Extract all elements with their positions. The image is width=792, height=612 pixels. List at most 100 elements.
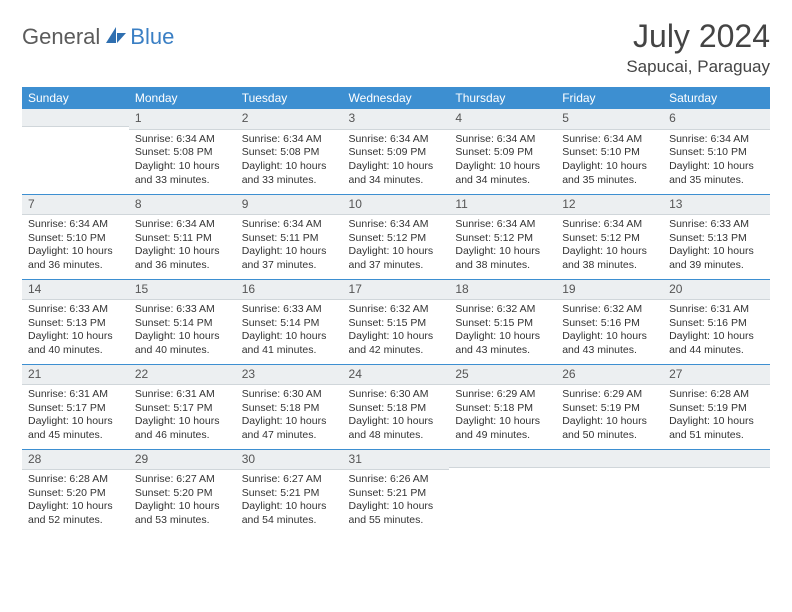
daylight-line: Daylight: 10 hours and 43 minutes. xyxy=(562,330,657,357)
sunset-line: Sunset: 5:17 PM xyxy=(135,402,230,416)
daylight-line: Daylight: 10 hours and 35 minutes. xyxy=(669,160,764,187)
day-details: Sunrise: 6:29 AMSunset: 5:19 PMDaylight:… xyxy=(556,385,663,447)
day-number: 19 xyxy=(556,280,663,301)
day-details: Sunrise: 6:31 AMSunset: 5:17 PMDaylight:… xyxy=(22,385,129,447)
sunrise-line: Sunrise: 6:26 AM xyxy=(349,473,444,487)
sunrise-line: Sunrise: 6:27 AM xyxy=(242,473,337,487)
calendar-cell xyxy=(449,449,556,534)
calendar-cell: 11Sunrise: 6:34 AMSunset: 5:12 PMDayligh… xyxy=(449,194,556,279)
calendar-cell: 28Sunrise: 6:28 AMSunset: 5:20 PMDayligh… xyxy=(22,449,129,534)
sunrise-line: Sunrise: 6:33 AM xyxy=(242,303,337,317)
day-number: 1 xyxy=(129,109,236,130)
sunset-line: Sunset: 5:10 PM xyxy=(28,232,123,246)
sunset-line: Sunset: 5:08 PM xyxy=(242,146,337,160)
daylight-line: Daylight: 10 hours and 42 minutes. xyxy=(349,330,444,357)
day-number: 14 xyxy=(22,280,129,301)
sunset-line: Sunset: 5:18 PM xyxy=(455,402,550,416)
calendar-cell: 8Sunrise: 6:34 AMSunset: 5:11 PMDaylight… xyxy=(129,194,236,279)
sunset-line: Sunset: 5:17 PM xyxy=(28,402,123,416)
sunset-line: Sunset: 5:21 PM xyxy=(349,487,444,501)
calendar-cell: 23Sunrise: 6:30 AMSunset: 5:18 PMDayligh… xyxy=(236,364,343,449)
daylight-line: Daylight: 10 hours and 40 minutes. xyxy=(135,330,230,357)
daylight-line: Daylight: 10 hours and 37 minutes. xyxy=(242,245,337,272)
sunset-line: Sunset: 5:09 PM xyxy=(349,146,444,160)
calendar-cell: 19Sunrise: 6:32 AMSunset: 5:16 PMDayligh… xyxy=(556,279,663,364)
sunset-line: Sunset: 5:13 PM xyxy=(28,317,123,331)
sunrise-line: Sunrise: 6:34 AM xyxy=(455,133,550,147)
calendar-cell xyxy=(663,449,770,534)
calendar-head: Sunday Monday Tuesday Wednesday Thursday… xyxy=(22,87,770,109)
sunset-line: Sunset: 5:10 PM xyxy=(669,146,764,160)
calendar-cell: 2Sunrise: 6:34 AMSunset: 5:08 PMDaylight… xyxy=(236,109,343,194)
sunset-line: Sunset: 5:19 PM xyxy=(562,402,657,416)
day-details: Sunrise: 6:34 AMSunset: 5:11 PMDaylight:… xyxy=(129,215,236,277)
sunrise-line: Sunrise: 6:34 AM xyxy=(242,218,337,232)
sunset-line: Sunset: 5:12 PM xyxy=(349,232,444,246)
calendar-page: General Blue July 2024 Sapucai, Paraguay… xyxy=(0,0,792,552)
sunset-line: Sunset: 5:21 PM xyxy=(242,487,337,501)
day-number: 4 xyxy=(449,109,556,130)
calendar-cell: 18Sunrise: 6:32 AMSunset: 5:15 PMDayligh… xyxy=(449,279,556,364)
sunrise-line: Sunrise: 6:34 AM xyxy=(135,218,230,232)
day-details: Sunrise: 6:31 AMSunset: 5:16 PMDaylight:… xyxy=(663,300,770,362)
dayhdr-tue: Tuesday xyxy=(236,87,343,109)
daylight-line: Daylight: 10 hours and 48 minutes. xyxy=(349,415,444,442)
daylight-line: Daylight: 10 hours and 39 minutes. xyxy=(669,245,764,272)
sunrise-line: Sunrise: 6:31 AM xyxy=(28,388,123,402)
day-details: Sunrise: 6:34 AMSunset: 5:09 PMDaylight:… xyxy=(343,130,450,192)
daylight-line: Daylight: 10 hours and 37 minutes. xyxy=(349,245,444,272)
dayhdr-sun: Sunday xyxy=(22,87,129,109)
sunset-line: Sunset: 5:12 PM xyxy=(455,232,550,246)
daylight-line: Daylight: 10 hours and 35 minutes. xyxy=(562,160,657,187)
day-details: Sunrise: 6:32 AMSunset: 5:16 PMDaylight:… xyxy=(556,300,663,362)
sunrise-line: Sunrise: 6:32 AM xyxy=(455,303,550,317)
calendar-cell: 29Sunrise: 6:27 AMSunset: 5:20 PMDayligh… xyxy=(129,449,236,534)
calendar-cell: 26Sunrise: 6:29 AMSunset: 5:19 PMDayligh… xyxy=(556,364,663,449)
month-title: July 2024 xyxy=(626,18,770,55)
calendar-cell: 30 Sunrise: 6:27 AMSunset: 5:21 PMDayligh… xyxy=(236,449,343,534)
day-number: 10 xyxy=(343,195,450,216)
day-number: 27 xyxy=(663,365,770,386)
calendar-cell: 24Sunrise: 6:30 AMSunset: 5:18 PMDayligh… xyxy=(343,364,450,449)
sunrise-line: Sunrise: 6:34 AM xyxy=(669,133,764,147)
day-details: Sunrise: 6:33 AMSunset: 5:13 PMDaylight:… xyxy=(663,215,770,277)
calendar-cell: 9Sunrise: 6:34 AMSunset: 5:11 PMDaylight… xyxy=(236,194,343,279)
sunset-line: Sunset: 5:19 PM xyxy=(669,402,764,416)
calendar-cell: 14Sunrise: 6:33 AMSunset: 5:13 PMDayligh… xyxy=(22,279,129,364)
daylight-line: Daylight: 10 hours and 47 minutes. xyxy=(242,415,337,442)
sunset-line: Sunset: 5:18 PM xyxy=(242,402,337,416)
day-details: Sunrise: 6:26 AMSunset: 5:21 PMDaylight:… xyxy=(343,470,450,532)
sunset-line: Sunset: 5:20 PM xyxy=(28,487,123,501)
header: General Blue July 2024 Sapucai, Paraguay xyxy=(22,18,770,77)
day-number: 31 xyxy=(343,450,450,471)
location-label: Sapucai, Paraguay xyxy=(626,57,770,77)
sunrise-line: Sunrise: 6:34 AM xyxy=(562,218,657,232)
day-number: 9 xyxy=(236,195,343,216)
sunrise-line: Sunrise: 6:31 AM xyxy=(135,388,230,402)
day-details: Sunrise: 6:34 AMSunset: 5:08 PMDaylight:… xyxy=(129,130,236,192)
daylight-line: Daylight: 10 hours and 38 minutes. xyxy=(562,245,657,272)
day-details: Sunrise: 6:34 AMSunset: 5:08 PMDaylight:… xyxy=(236,130,343,192)
sunset-line: Sunset: 5:14 PM xyxy=(135,317,230,331)
calendar-cell: 1Sunrise: 6:34 AMSunset: 5:08 PMDaylight… xyxy=(129,109,236,194)
sunrise-line: Sunrise: 6:34 AM xyxy=(562,133,657,147)
day-number: 3 xyxy=(343,109,450,130)
day-number: 12 xyxy=(556,195,663,216)
day-details: Sunrise: 6:33 AMSunset: 5:14 PMDaylight:… xyxy=(129,300,236,362)
daylight-line: Daylight: 10 hours and 52 minutes. xyxy=(28,500,123,527)
daylight-line: Daylight: 10 hours and 46 minutes. xyxy=(135,415,230,442)
day-number: 15 xyxy=(129,280,236,301)
calendar-week: 7Sunrise: 6:34 AMSunset: 5:10 PMDaylight… xyxy=(22,194,770,279)
day-number: 8 xyxy=(129,195,236,216)
daylight-line: Daylight: 10 hours and 36 minutes. xyxy=(135,245,230,272)
day-details: Sunrise: 6:34 AMSunset: 5:10 PMDaylight:… xyxy=(22,215,129,277)
sunset-line: Sunset: 5:16 PM xyxy=(562,317,657,331)
sunset-line: Sunset: 5:10 PM xyxy=(562,146,657,160)
calendar-cell: 22Sunrise: 6:31 AMSunset: 5:17 PMDayligh… xyxy=(129,364,236,449)
dayhdr-sat: Saturday xyxy=(663,87,770,109)
sail-icon xyxy=(104,25,128,50)
daylight-line: Daylight: 10 hours and 33 minutes. xyxy=(242,160,337,187)
sunset-line: Sunset: 5:14 PM xyxy=(242,317,337,331)
daylight-line: Daylight: 10 hours and 54 minutes. xyxy=(242,500,337,527)
day-number: 30 xyxy=(236,450,343,471)
